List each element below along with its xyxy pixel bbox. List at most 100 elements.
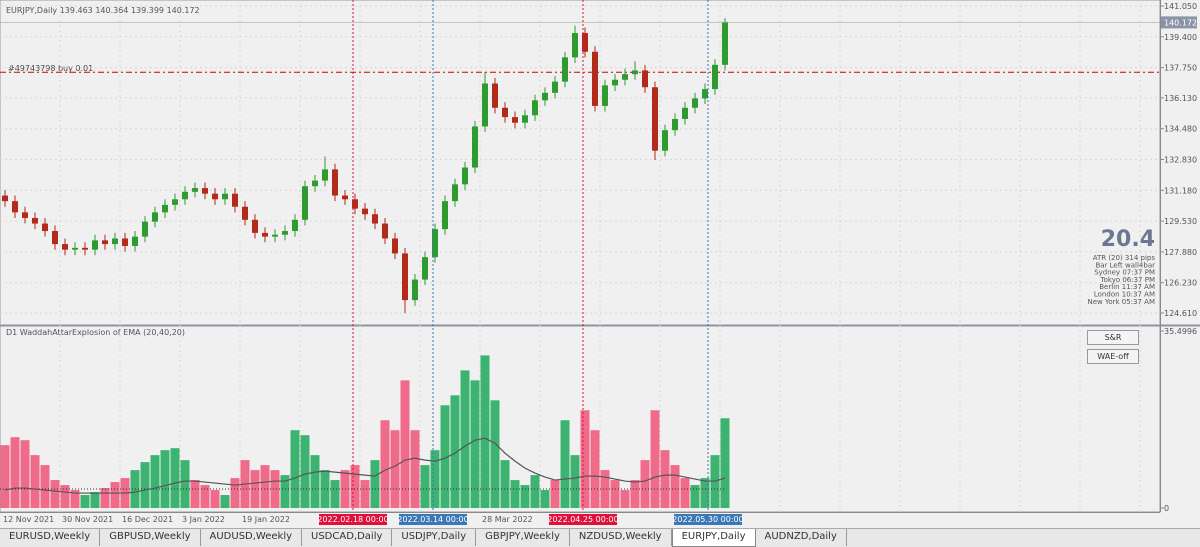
histogram-bar (610, 480, 620, 508)
histogram-bar (500, 460, 510, 508)
y-tick-label: 35.4996 (1164, 327, 1197, 336)
candle-body (622, 74, 628, 80)
histogram-bar (580, 410, 590, 508)
candle-body (152, 212, 158, 222)
y-tick-label: 137.750 (1164, 64, 1197, 73)
histogram-bar (620, 490, 630, 508)
candle-body (352, 199, 358, 209)
candle-body (702, 89, 708, 99)
histogram-bar (260, 465, 270, 508)
time-label: 3 Jan 2022 (182, 515, 225, 524)
chart-header: EURJPY,Daily 139.463 140.364 139.399 140… (6, 6, 200, 15)
histogram-bar (430, 450, 440, 508)
histogram-bar (20, 440, 30, 508)
symbol-tab[interactable]: EURUSD,Weekly (0, 529, 101, 546)
histogram-bar (720, 418, 730, 508)
histogram-bar (0, 445, 10, 508)
histogram-bar (530, 475, 540, 508)
symbol-tab[interactable]: AUDNZD,Daily (756, 529, 847, 546)
candle-body (522, 115, 528, 123)
time-label: 30 Nov 2021 (62, 515, 113, 524)
symbol-tab[interactable]: EURJPY,Daily (671, 529, 756, 547)
histogram-bar (10, 437, 20, 508)
symbol-tab[interactable]: GBPJPY,Weekly (476, 529, 570, 546)
histogram-bar (690, 485, 700, 508)
candle-body (132, 236, 138, 246)
candle-body (692, 98, 698, 108)
symbol-tabs: EURUSD,Weekly GBPUSD,Weekly AUDUSD,Weekly U… (0, 528, 1200, 547)
histogram-bar (460, 370, 470, 508)
histogram-bar (370, 460, 380, 508)
candle-body (572, 33, 578, 58)
histogram-bar (420, 465, 430, 508)
candle-body (272, 234, 278, 237)
symbol-tab[interactable]: AUDUSD,Weekly (201, 529, 303, 546)
candle-body (32, 217, 38, 224)
candle-body (282, 231, 288, 235)
histogram-bar (640, 460, 650, 508)
y-tick-label: 132.830 (1164, 156, 1197, 165)
histogram-bar (180, 460, 190, 508)
histogram-bar (100, 488, 110, 508)
info-line: Sydney 07:37 PM (1094, 269, 1155, 277)
y-tick-label: 124.610 (1164, 309, 1197, 318)
histogram-bar (110, 482, 120, 508)
histogram-bar (150, 455, 160, 508)
candle-body (262, 232, 268, 237)
marker-label: 2022.02.18 00:00 (317, 515, 388, 524)
candle-body (682, 107, 688, 119)
candle-body (12, 201, 18, 213)
candle-body (552, 81, 558, 93)
marker-box (674, 514, 742, 525)
histogram-bar (520, 485, 530, 508)
candle-body (162, 204, 168, 213)
histogram-bar (270, 470, 280, 508)
histogram-bar (40, 465, 50, 508)
info-line: Bar Left wall4bar (1095, 261, 1155, 269)
histogram-bar (330, 480, 340, 508)
candle-body (62, 244, 68, 250)
histogram-bar (700, 478, 710, 508)
histogram-bar (290, 430, 300, 508)
symbol-tab[interactable]: NZDUSD,Weekly (570, 529, 672, 546)
candle-body (102, 240, 108, 245)
histogram-bar (190, 480, 200, 508)
wae-button[interactable]: WAE-off (1087, 349, 1139, 364)
symbol-tab[interactable]: GBPUSD,Weekly (100, 529, 201, 546)
histogram-bar (210, 490, 220, 508)
time-label: 12 Nov 2021 (3, 515, 54, 524)
info-line: Berlin 11:37 AM (1099, 283, 1155, 291)
candle-body (332, 169, 338, 196)
candle-body (582, 33, 588, 52)
marker-label: 2022.03.14 00:00 (397, 515, 468, 524)
histogram-bar (480, 355, 490, 508)
histogram-bar (440, 405, 450, 508)
histogram-bar (600, 470, 610, 508)
histogram-bar (470, 380, 480, 508)
candle-body (82, 247, 88, 250)
candle-body (402, 253, 408, 301)
candle-body (122, 238, 128, 246)
marker-label: 2022.04.25 00:00 (547, 515, 618, 524)
symbol-tab[interactable]: USDCAD,Daily (302, 529, 393, 546)
histogram-bar (90, 492, 100, 508)
candle-body (222, 193, 228, 200)
candle-body (92, 240, 98, 250)
time-label: 16 Dec 2021 (122, 515, 173, 524)
terminal-chart: EURJPY,Daily 139.463 140.364 139.399 140… (0, 0, 1200, 525)
candle-body (232, 193, 238, 207)
histogram-bar (200, 485, 210, 508)
symbol-tab[interactable]: USDJPY,Daily (392, 529, 477, 546)
histogram-bar (220, 495, 230, 508)
y-tick-label: 127.880 (1164, 248, 1197, 257)
histogram-bar (140, 462, 150, 508)
candle-body (592, 51, 598, 106)
candle-body (52, 231, 58, 245)
candle-body (22, 212, 28, 218)
histogram-bar (160, 450, 170, 508)
histogram-bar (360, 480, 370, 508)
candle-body (452, 184, 458, 202)
histogram-bar (650, 410, 660, 508)
sr-button[interactable]: S&R (1087, 330, 1139, 345)
